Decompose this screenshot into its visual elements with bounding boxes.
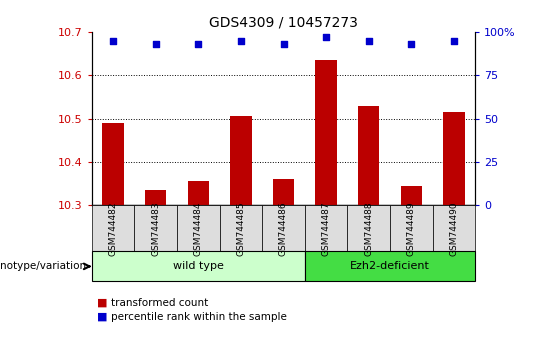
Bar — [358, 105, 379, 205]
Bar — [145, 190, 166, 205]
Bar — [443, 112, 464, 205]
Bar — [230, 116, 252, 205]
Text: GSM744486: GSM744486 — [279, 201, 288, 256]
Bar — [103, 123, 124, 205]
Bar — [273, 179, 294, 205]
Point — [450, 38, 458, 43]
Text: genotype/variation: genotype/variation — [0, 261, 86, 272]
Bar — [188, 182, 209, 205]
Text: GSM744482: GSM744482 — [109, 201, 118, 256]
Text: transformed count: transformed count — [111, 298, 208, 308]
Point — [322, 34, 330, 40]
Point — [407, 41, 416, 47]
Text: wild type: wild type — [173, 261, 224, 272]
Point — [151, 41, 160, 47]
Point — [364, 38, 373, 43]
Point — [279, 41, 288, 47]
Text: Ezh2-deficient: Ezh2-deficient — [350, 261, 430, 272]
Text: ■: ■ — [97, 298, 107, 308]
Text: GSM744485: GSM744485 — [237, 201, 245, 256]
Point — [194, 41, 202, 47]
Bar — [401, 186, 422, 205]
Title: GDS4309 / 10457273: GDS4309 / 10457273 — [209, 15, 358, 29]
Text: GSM744487: GSM744487 — [322, 201, 330, 256]
Text: GSM744483: GSM744483 — [151, 201, 160, 256]
Text: GSM744484: GSM744484 — [194, 201, 203, 256]
Text: ■: ■ — [97, 312, 107, 322]
Text: GSM744488: GSM744488 — [364, 201, 373, 256]
Point — [237, 38, 245, 43]
Bar — [315, 60, 337, 205]
Text: GSM744489: GSM744489 — [407, 201, 416, 256]
Text: percentile rank within the sample: percentile rank within the sample — [111, 312, 287, 322]
Point — [109, 38, 117, 43]
Text: GSM744490: GSM744490 — [449, 201, 458, 256]
